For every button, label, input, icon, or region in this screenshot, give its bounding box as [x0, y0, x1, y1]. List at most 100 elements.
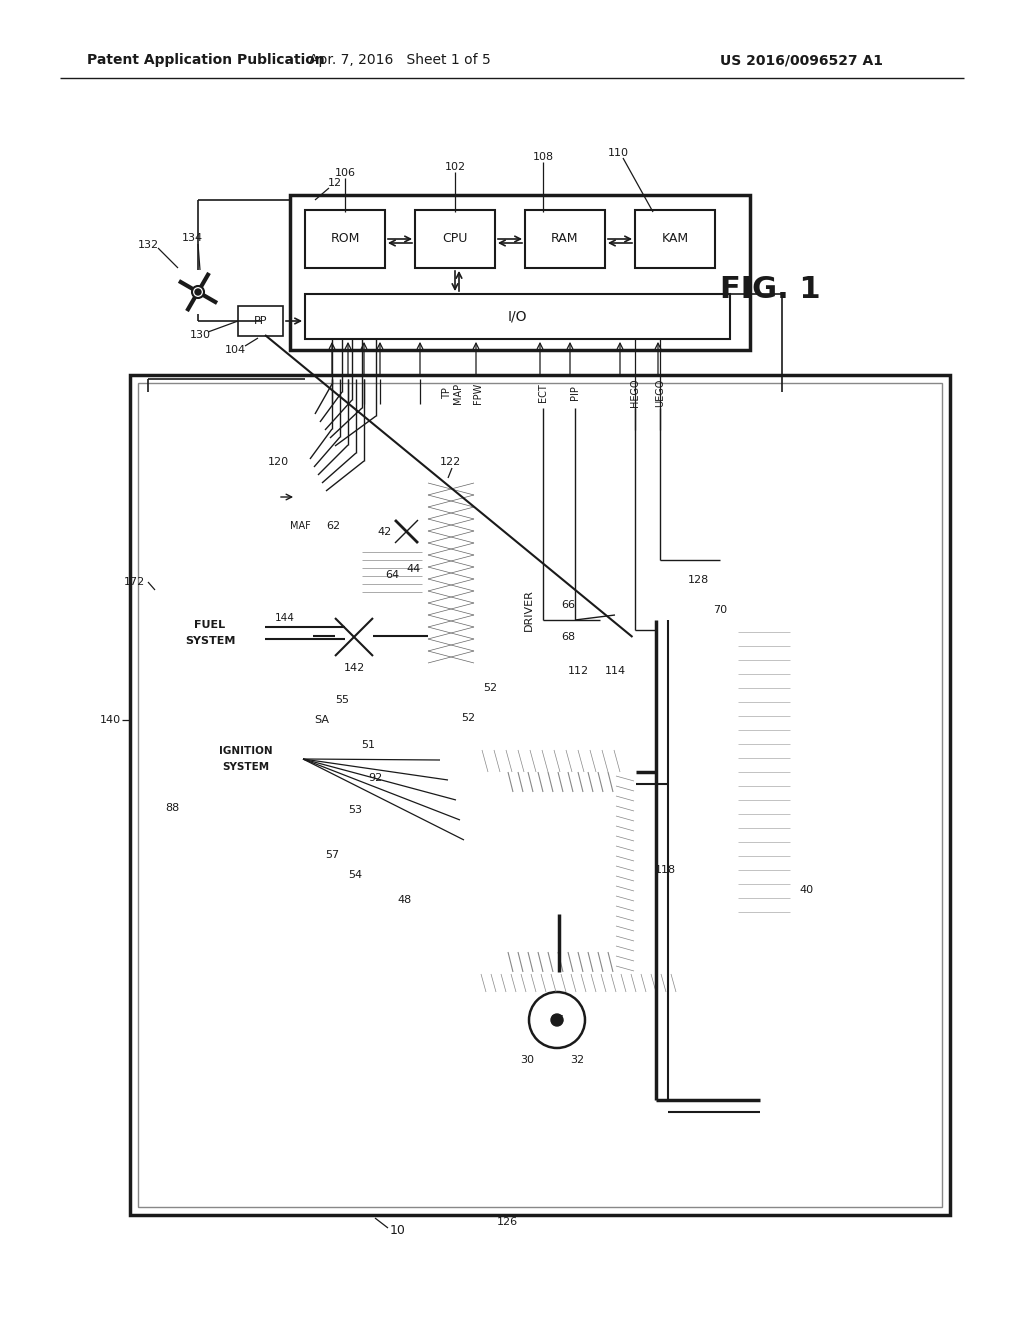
- Circle shape: [195, 289, 201, 294]
- Text: 106: 106: [335, 168, 355, 178]
- Bar: [188, 719, 303, 799]
- Text: US 2016/0096527 A1: US 2016/0096527 A1: [720, 53, 883, 67]
- Text: I/O: I/O: [508, 309, 527, 323]
- Text: 62: 62: [326, 521, 340, 531]
- Bar: [250, 478, 428, 516]
- Text: ECT: ECT: [538, 384, 548, 403]
- Text: 104: 104: [224, 345, 246, 355]
- Text: 32: 32: [570, 1055, 584, 1065]
- Text: 44: 44: [407, 564, 421, 574]
- Bar: [482, 1177, 532, 1213]
- Text: 134: 134: [181, 234, 203, 243]
- Text: TP: TP: [442, 387, 452, 399]
- Text: 140: 140: [99, 715, 121, 725]
- Text: 128: 128: [687, 576, 709, 585]
- Text: 114: 114: [604, 667, 626, 676]
- Text: 110: 110: [607, 148, 629, 158]
- Text: 66: 66: [561, 601, 575, 610]
- Text: 57: 57: [325, 850, 339, 861]
- Text: MAP: MAP: [453, 383, 463, 404]
- Bar: [635, 210, 715, 268]
- Bar: [476, 972, 676, 1047]
- Bar: [130, 375, 800, 1214]
- Bar: [130, 375, 950, 1214]
- Text: 108: 108: [532, 152, 554, 162]
- Text: DRIVER: DRIVER: [524, 590, 534, 631]
- Bar: [318, 478, 348, 516]
- Text: 54: 54: [348, 870, 362, 880]
- Text: 48: 48: [398, 895, 412, 906]
- Text: 42: 42: [378, 527, 392, 537]
- Circle shape: [551, 1014, 563, 1026]
- Bar: [305, 210, 385, 268]
- Text: 51: 51: [361, 741, 375, 750]
- Text: FIG. 1: FIG. 1: [720, 276, 820, 305]
- Bar: [475, 692, 495, 719]
- Bar: [148, 392, 782, 1199]
- Text: 40: 40: [799, 884, 813, 895]
- Bar: [498, 558, 560, 663]
- Text: PIP: PIP: [570, 385, 580, 400]
- Text: HEGO: HEGO: [630, 379, 640, 408]
- Text: ROM: ROM: [331, 232, 359, 246]
- Text: 68: 68: [561, 632, 575, 642]
- Bar: [358, 548, 426, 598]
- Bar: [428, 478, 474, 660]
- Text: 112: 112: [567, 667, 589, 676]
- Text: 126: 126: [497, 1217, 517, 1228]
- Bar: [734, 624, 794, 927]
- Bar: [155, 595, 265, 671]
- Text: 118: 118: [654, 865, 676, 875]
- Text: PP: PP: [254, 315, 267, 326]
- Text: 130: 130: [189, 330, 211, 341]
- Bar: [295, 624, 313, 647]
- Text: 88: 88: [166, 803, 180, 813]
- Text: 70: 70: [713, 605, 727, 615]
- Bar: [476, 750, 624, 772]
- Text: KAM: KAM: [662, 232, 688, 246]
- Text: CPU: CPU: [442, 232, 468, 246]
- Bar: [525, 210, 605, 268]
- Text: FPW: FPW: [473, 383, 483, 404]
- Text: 52: 52: [461, 713, 475, 723]
- Text: Apr. 7, 2016   Sheet 1 of 5: Apr. 7, 2016 Sheet 1 of 5: [309, 53, 490, 67]
- Text: 30: 30: [520, 1055, 534, 1065]
- Text: 10: 10: [390, 1224, 406, 1237]
- Text: 132: 132: [137, 240, 159, 249]
- Bar: [254, 483, 269, 511]
- Text: 122: 122: [439, 457, 461, 467]
- Text: FUEL: FUEL: [195, 619, 225, 630]
- Text: MAF: MAF: [290, 521, 310, 531]
- Bar: [335, 618, 373, 656]
- Bar: [415, 210, 495, 268]
- Text: 64: 64: [385, 570, 399, 579]
- Bar: [305, 294, 730, 339]
- Text: 120: 120: [267, 457, 289, 467]
- Text: Patent Application Publication: Patent Application Publication: [87, 53, 325, 67]
- Bar: [614, 772, 636, 972]
- Text: 55: 55: [335, 696, 349, 705]
- Bar: [290, 195, 750, 350]
- Bar: [509, 892, 609, 913]
- Text: 172: 172: [124, 577, 145, 587]
- Text: 52: 52: [483, 682, 497, 693]
- Text: IGNITION: IGNITION: [219, 746, 272, 756]
- Bar: [688, 605, 712, 635]
- Text: SA: SA: [314, 715, 330, 725]
- Text: UEGO: UEGO: [655, 379, 665, 407]
- Bar: [138, 383, 942, 1206]
- Text: SYSTEM: SYSTEM: [222, 762, 269, 772]
- Text: 92: 92: [368, 774, 382, 783]
- Bar: [238, 306, 283, 337]
- Text: 12: 12: [328, 178, 342, 187]
- Text: 142: 142: [343, 663, 365, 673]
- Bar: [504, 772, 614, 972]
- Bar: [730, 620, 798, 931]
- Text: RAM: RAM: [551, 232, 579, 246]
- Text: 53: 53: [348, 805, 362, 814]
- Circle shape: [193, 286, 204, 298]
- Text: 144: 144: [275, 612, 295, 623]
- Text: SYSTEM: SYSTEM: [184, 635, 236, 645]
- Text: 36: 36: [550, 1015, 564, 1026]
- Text: 102: 102: [444, 162, 466, 172]
